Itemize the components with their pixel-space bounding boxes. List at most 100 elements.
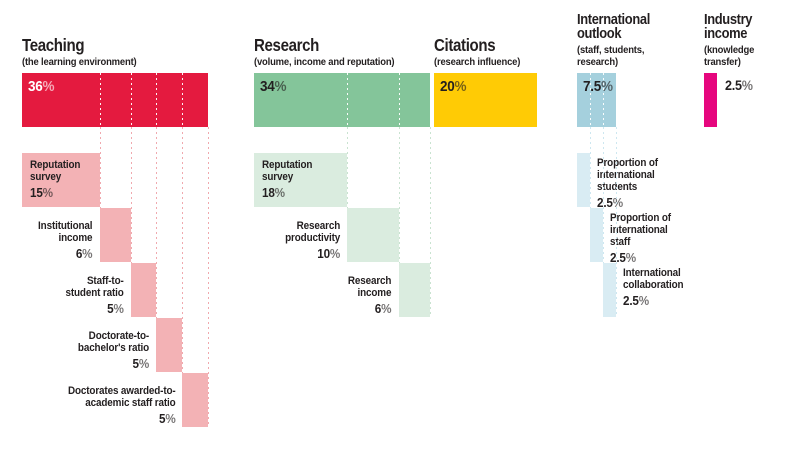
sub-label-line: academic staff ratio (84, 397, 176, 409)
research-title-line: Research (254, 34, 320, 55)
research-drop-line-2 (398, 127, 400, 263)
teaching-bar-divider (130, 73, 132, 127)
sub-label-line: survey (262, 171, 294, 183)
sub-label-line: staff (609, 236, 631, 248)
sub-value: 5 (132, 356, 140, 371)
research-sub-bar-2 (398, 263, 430, 317)
percent-sign: % (612, 195, 623, 210)
percent-sign: % (82, 246, 93, 261)
industry-income-total-label: 2.5% (725, 77, 753, 93)
teaching-sub-bar-3 (156, 318, 183, 372)
international-outlook-subtitle-line: (staff, students, (577, 44, 645, 56)
sub-label-line: Doctorate-to- (89, 330, 150, 342)
sub-label-value: 2.5% (597, 196, 658, 209)
citations-total-value: 20 (440, 78, 455, 95)
international-outlook-bar-divider (602, 73, 604, 127)
international-outlook-total-value: 7.5 (583, 78, 601, 95)
sub-value: 2.5 (596, 195, 613, 210)
citations-total-label: 20% (440, 78, 466, 95)
research-total-label: 34% (260, 78, 286, 95)
percent-sign: % (329, 246, 341, 261)
sub-value: 10 (317, 246, 330, 261)
sub-label-line: bachelor's ratio (78, 342, 150, 354)
sub-label-value: 6% (348, 302, 392, 315)
sub-label-line: international (596, 169, 655, 181)
industry-income-main-bar (704, 73, 717, 127)
sub-value: 2.5 (609, 250, 626, 265)
international-outlook-sub-label-2: International collaboration 2.5% (622, 267, 684, 308)
teaching-bar-divider (182, 73, 184, 127)
percent-sign: % (165, 411, 176, 426)
percent-sign: % (274, 185, 285, 200)
industry-income-title-line: income (704, 25, 748, 42)
sub-value: 6 (375, 301, 382, 316)
research-bar-divider (398, 73, 400, 127)
international-outlook-drop-line-1 (589, 127, 591, 208)
research-drop-line-1 (347, 127, 349, 208)
teaching-sub-bar-4 (182, 373, 209, 427)
percent-sign: % (113, 301, 124, 316)
percent-sign: % (625, 250, 636, 265)
percent-sign: % (274, 78, 287, 95)
teaching-total-value: 36 (28, 78, 43, 95)
international-outlook-title-line: outlook (577, 25, 622, 42)
teaching-subtitle-line: (the learning environment) (22, 55, 137, 68)
research-title-block: Research (volume, income and reputation) (254, 0, 410, 68)
international-outlook-sub-bar-2 (602, 263, 616, 317)
sub-label-line: student ratio (65, 287, 124, 299)
teaching-sub-bar-0 (22, 153, 100, 207)
sub-label-line: Proportion of (596, 157, 658, 169)
sub-label-value: 6% (38, 246, 93, 261)
sub-label-value: 18% (262, 186, 312, 199)
percent-sign: % (600, 78, 613, 95)
research-sub-label-2: Research income 6% (348, 275, 392, 315)
industry-income-title-block: Industry income (knowledge transfer) (704, 0, 760, 68)
sub-label-value: 5% (68, 412, 176, 425)
sub-label-line: international (609, 224, 668, 236)
sub-label-line: Staff-to- (86, 275, 124, 287)
sub-value: 5 (107, 301, 114, 316)
industry-income-subtitle-line: transfer) (704, 55, 741, 68)
sub-value: 2.5 (622, 293, 639, 308)
sub-value: 15 (30, 185, 43, 200)
research-sub-bar-0 (254, 153, 348, 207)
sub-label-line: collaboration (622, 279, 684, 291)
sub-label-value: 5% (78, 356, 150, 371)
teaching-sub-bar-2 (130, 263, 157, 317)
international-outlook-bar-divider (589, 73, 591, 127)
sub-label-value: 10% (285, 247, 340, 260)
international-outlook-drop-line-2 (602, 127, 604, 263)
teaching-drop-line-3 (156, 127, 158, 318)
research-sub-label-0: Reputation survey 18% (262, 159, 312, 199)
sub-label-line: Reputation (30, 159, 81, 171)
sub-label-line: students (596, 181, 638, 193)
teaching-title-block: Teaching (the learning environment) (22, 0, 149, 68)
research-total-value: 34 (260, 78, 275, 95)
sub-label-line: Reputation (262, 159, 313, 171)
sub-label-value: 5% (65, 301, 124, 316)
teaching-sub-bar-1 (99, 208, 131, 262)
percent-sign: % (381, 301, 392, 316)
citations-subtitle-line: (research influence) (434, 55, 521, 68)
teaching-total-label: 36% (28, 78, 54, 95)
teaching-title-line: Teaching (22, 34, 85, 55)
sub-label-line: International (622, 267, 681, 279)
international-outlook-sub-label-1: Proportion of international staff 2.5% (610, 212, 671, 264)
sub-value: 18 (262, 185, 275, 200)
research-drop-line-3 (429, 127, 431, 317)
sub-label-value: 2.5% (610, 251, 671, 264)
international-outlook-drop-line-3 (615, 127, 617, 317)
percent-sign: % (741, 77, 753, 93)
sub-label-value: 15% (30, 186, 80, 199)
international-outlook-main-bar (577, 73, 616, 127)
sub-label-line: Research (296, 220, 341, 232)
international-outlook-sub-bar-1 (589, 208, 603, 262)
sub-value: 6 (76, 246, 83, 261)
percent-sign: % (139, 356, 150, 371)
industry-income-title-line: Industry (704, 11, 753, 28)
international-outlook-sub-bar-0 (577, 153, 590, 207)
sub-label-line: income (357, 287, 392, 299)
citations-title-line: Citations (434, 34, 496, 55)
percent-sign: % (454, 78, 467, 95)
